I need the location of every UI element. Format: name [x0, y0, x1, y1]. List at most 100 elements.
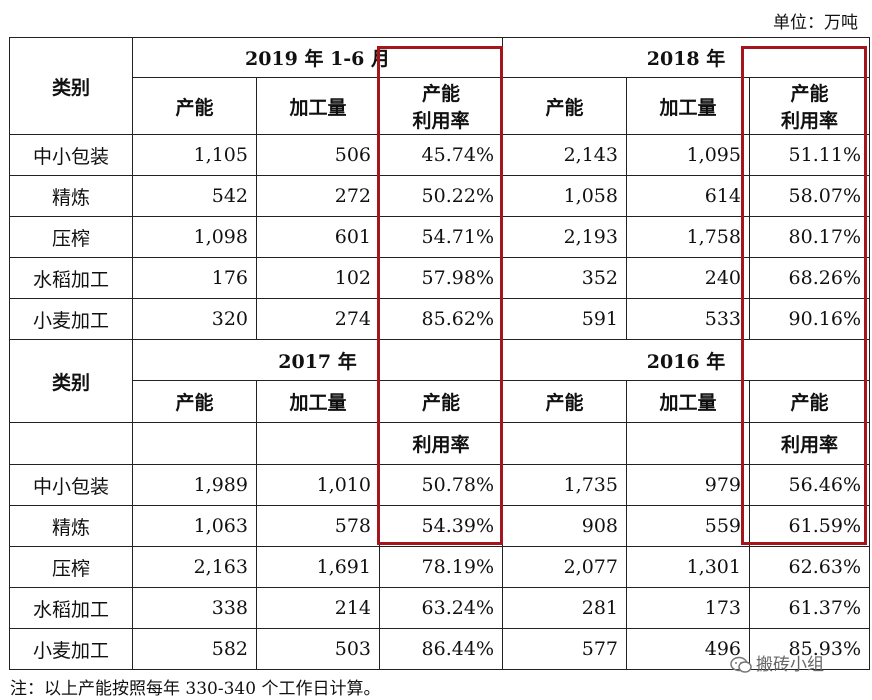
utilization-label: 产能 利用率 [412, 83, 470, 132]
table-row: 精炼 1,063 578 54.39% 908 559 61.59% [9, 505, 870, 547]
col-capacity: 产能 [132, 380, 257, 423]
value-cell: 57.98% [379, 257, 503, 299]
utilization-label: 产能 利用率 [780, 83, 838, 132]
col-utilization: 产能 利用率 [379, 77, 503, 135]
value-cell: 272 [256, 175, 380, 217]
value-cell: 68.26% [749, 257, 870, 299]
col-capacity: 产能 [502, 380, 627, 423]
value-cell: 86.44% [379, 628, 503, 670]
value-cell: 1,098 [132, 216, 257, 258]
col-capacity: 产能 [132, 77, 257, 135]
value-cell: 352 [502, 257, 627, 299]
value-cell: 559 [626, 505, 750, 547]
value-cell: 533 [626, 298, 750, 340]
value-cell: 1,691 [256, 546, 380, 588]
col-processing-volume: 加工量 [256, 77, 380, 135]
table-row: 压榨 1,098 601 54.71% 2,193 1,758 80.17% [9, 216, 870, 258]
value-cell: 45.74% [379, 134, 503, 176]
period-header-2016: 2016 年 [502, 339, 870, 381]
value-cell: 61.37% [749, 587, 870, 629]
value-cell: 173 [626, 587, 750, 629]
value-cell: 503 [256, 628, 380, 670]
table-row: 小麦加工 320 274 85.62% 591 533 90.16% [9, 298, 870, 340]
value-cell: 50.78% [379, 464, 503, 506]
category-header: 类别 [9, 339, 133, 423]
value-cell: 54.39% [379, 505, 503, 547]
value-cell: 274 [256, 298, 380, 340]
value-cell: 2,193 [502, 216, 627, 258]
value-cell: 90.16% [749, 298, 870, 340]
table-row: 水稻加工 176 102 57.98% 352 240 68.26% [9, 257, 870, 299]
value-cell: 2,143 [502, 134, 627, 176]
table-row: 压榨 2,163 1,691 78.19% 2,077 1,301 62.63% [9, 546, 870, 588]
col-utilization-bottom: 利用率 [379, 422, 503, 465]
value-cell: 1,105 [132, 134, 257, 176]
value-cell: 979 [626, 464, 750, 506]
value-cell: 50.22% [379, 175, 503, 217]
footnote: 注：以上产能按照每年 330-340 个工作日计算。 [10, 679, 381, 699]
value-cell: 56.46% [749, 464, 870, 506]
col-utilization-bottom: 利用率 [749, 422, 870, 465]
empty-cell [9, 422, 133, 465]
value-cell: 51.11% [749, 134, 870, 176]
col-processing-volume: 加工量 [626, 77, 750, 135]
category-cell: 精炼 [9, 175, 133, 217]
value-cell: 542 [132, 175, 257, 217]
watermark-text: 搬砖小组 [756, 655, 824, 675]
value-cell: 54.71% [379, 216, 503, 258]
value-cell: 63.24% [379, 587, 503, 629]
period-header-2017: 2017 年 [132, 339, 503, 381]
category-cell: 压榨 [9, 216, 133, 258]
empty-cell [256, 422, 380, 465]
value-cell: 1,010 [256, 464, 380, 506]
value-cell: 1,058 [502, 175, 627, 217]
value-cell: 1,758 [626, 216, 750, 258]
table-row: 中小包装 1,989 1,010 50.78% 1,735 979 56.46% [9, 464, 870, 506]
value-cell: 80.17% [749, 216, 870, 258]
value-cell: 62.63% [749, 546, 870, 588]
period-header-2019h1: 2019 年 1-6 月 [132, 37, 503, 78]
period-header-2018: 2018 年 [502, 37, 870, 78]
value-cell: 85.62% [379, 298, 503, 340]
value-cell: 1,063 [132, 505, 257, 547]
value-cell: 61.59% [749, 505, 870, 547]
col-processing-volume: 加工量 [256, 380, 380, 423]
table-row: 精炼 542 272 50.22% 1,058 614 58.07% [9, 175, 870, 217]
watermark: 搬砖小组 [730, 650, 824, 675]
value-cell: 578 [256, 505, 380, 547]
table-row: 水稻加工 338 214 63.24% 281 173 61.37% [9, 587, 870, 629]
empty-cell [132, 422, 257, 465]
col-capacity: 产能 [502, 77, 627, 135]
value-cell: 176 [132, 257, 257, 299]
wechat-icon [730, 656, 752, 673]
empty-cell [502, 422, 627, 465]
col-processing-volume: 加工量 [626, 380, 750, 423]
value-cell: 78.19% [379, 546, 503, 588]
value-cell: 1,989 [132, 464, 257, 506]
value-cell: 591 [502, 298, 627, 340]
capacity-table: 类别 2019 年 1-6 月 2018 年 产能 加工量 产能 利用率 产能 … [9, 37, 870, 670]
value-cell: 102 [256, 257, 380, 299]
value-cell: 506 [256, 134, 380, 176]
value-cell: 281 [502, 587, 627, 629]
value-cell: 614 [626, 175, 750, 217]
table-row: 中小包装 1,105 506 45.74% 2,143 1,095 51.11% [9, 134, 870, 176]
category-header: 类别 [9, 37, 133, 135]
value-cell: 601 [256, 216, 380, 258]
category-cell: 水稻加工 [9, 257, 133, 299]
value-cell: 320 [132, 298, 257, 340]
category-cell: 精炼 [9, 505, 133, 547]
value-cell: 2,077 [502, 546, 627, 588]
value-cell: 214 [256, 587, 380, 629]
category-cell: 中小包装 [9, 134, 133, 176]
col-utilization: 产能 利用率 [749, 77, 870, 135]
table-row: 小麦加工 582 503 86.44% 577 496 85.93% [9, 628, 870, 670]
category-cell: 水稻加工 [9, 587, 133, 629]
category-cell: 压榨 [9, 546, 133, 588]
category-cell: 中小包装 [9, 464, 133, 506]
value-cell: 85.93% [749, 628, 870, 670]
category-cell: 小麦加工 [9, 628, 133, 670]
unit-label: 单位：万吨 [773, 13, 858, 33]
value-cell: 338 [132, 587, 257, 629]
value-cell: 1,301 [626, 546, 750, 588]
